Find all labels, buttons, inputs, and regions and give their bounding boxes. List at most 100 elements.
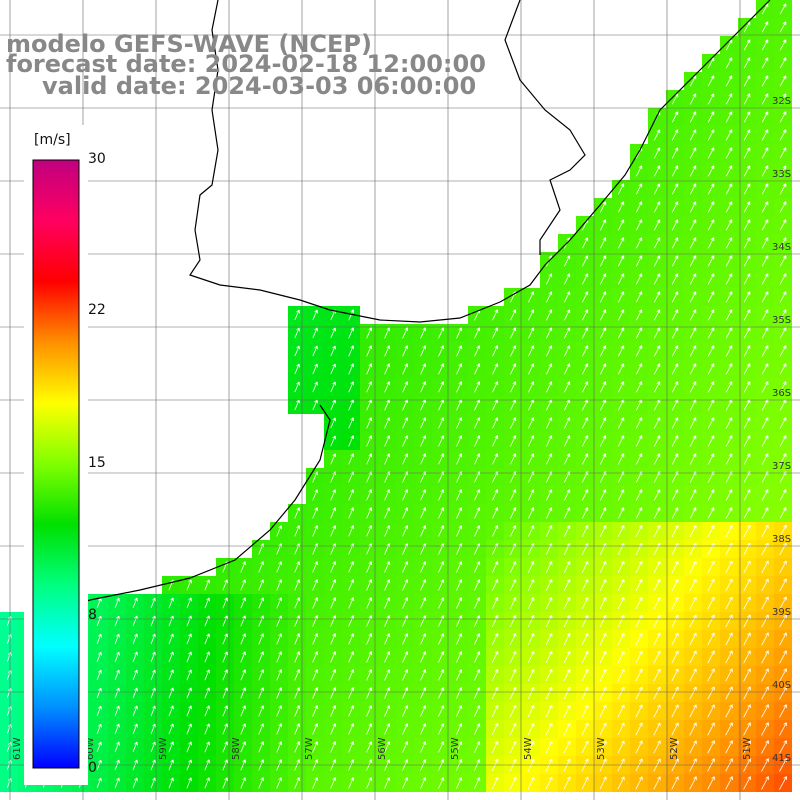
wind-arrow (599, 435, 607, 447)
wind-arrow (527, 596, 535, 609)
wind-arrow (438, 687, 445, 699)
colorbar-tick: 22 (88, 302, 106, 318)
wind-arrow (474, 741, 481, 753)
wind-arrow (366, 507, 373, 519)
wind-arrow (204, 777, 210, 789)
wind-arrow (617, 524, 625, 537)
wind-arrow (689, 327, 697, 339)
wind-arrow (438, 327, 445, 339)
wind-arrow (725, 327, 733, 339)
wind-arrow (689, 93, 697, 105)
wind-arrow (707, 345, 715, 357)
wind-arrow (456, 705, 463, 717)
wind-arrow (743, 578, 751, 592)
wind-arrow (384, 741, 391, 753)
wind-arrow (492, 525, 499, 537)
wind-arrow (581, 704, 589, 718)
wind-arrow (456, 327, 463, 339)
wind-arrow (294, 345, 300, 357)
wind-arrow (689, 381, 697, 393)
wind-arrow (348, 345, 355, 357)
wind-arrow (779, 183, 787, 195)
wind-arrow (545, 543, 553, 555)
wind-arrow (492, 471, 499, 483)
wind-arrow (384, 489, 391, 501)
wind-arrow (527, 525, 535, 537)
wind-arrow (456, 363, 463, 375)
wind-arrow (617, 507, 625, 519)
wind-arrow (240, 705, 246, 717)
wind-arrow (725, 201, 733, 213)
wind-arrow (546, 327, 553, 339)
colorbar-tick: 30 (88, 151, 106, 167)
wind-arrow (671, 183, 679, 195)
wind-arrow (725, 417, 733, 429)
wind-arrow (366, 777, 373, 789)
wind-arrow (743, 201, 751, 213)
wind-arrow (581, 453, 589, 465)
wind-arrow (779, 650, 787, 664)
wind-arrow (330, 669, 337, 681)
wind-arrow (402, 471, 409, 483)
wind-arrow (635, 381, 643, 393)
wind-arrow (617, 632, 625, 646)
wind-arrow (581, 596, 589, 609)
wind-arrow (276, 651, 283, 663)
wind-arrow (509, 579, 517, 591)
wind-arrow (456, 633, 463, 645)
wind-arrow (492, 507, 499, 519)
longitude-label: 54W (523, 737, 534, 760)
colorbar-tick: 15 (88, 455, 106, 471)
wind-arrow (294, 615, 301, 627)
wind-arrow (348, 633, 355, 645)
wind-arrow (509, 776, 517, 790)
wind-arrow (384, 669, 391, 681)
wind-arrow (474, 777, 481, 789)
wind-arrow (258, 597, 264, 609)
wind-arrow (617, 255, 625, 267)
wind-arrow (96, 741, 102, 753)
wind-arrow (635, 722, 643, 736)
wind-arrow (689, 147, 697, 159)
wind-arrow (761, 524, 769, 538)
wind-arrow (438, 417, 445, 429)
wind-arrow (707, 147, 715, 159)
wind-arrow (294, 723, 301, 735)
wind-arrow (546, 309, 553, 321)
longitude-label: 55W (450, 737, 461, 760)
wind-arrow (671, 650, 679, 664)
wind-arrow (707, 417, 715, 429)
wind-arrow (330, 687, 337, 699)
wind-arrow (456, 453, 463, 465)
wind-arrow (599, 309, 607, 321)
wind-arrow (725, 93, 733, 105)
wind-arrow (653, 489, 661, 501)
wind-arrow (599, 614, 607, 628)
wind-arrow (348, 579, 355, 591)
colorbar-tick: 0 (88, 760, 97, 776)
wind-arrow (168, 633, 174, 645)
wind-arrow (510, 471, 517, 483)
wind-arrow (617, 201, 625, 213)
wind-arrow (563, 560, 571, 573)
wind-arrow (564, 309, 571, 321)
wind-arrow (276, 777, 283, 789)
wind-arrow (635, 776, 643, 790)
wind-arrow (743, 57, 751, 69)
wind-arrow (779, 345, 787, 357)
wind-arrow (258, 579, 264, 591)
wind-arrow (384, 687, 391, 699)
wind-arrow (581, 327, 589, 339)
wind-arrow (635, 524, 643, 537)
wind-arrow (707, 686, 715, 700)
wind-arrow (438, 579, 445, 591)
wind-arrow (545, 722, 553, 736)
wind-arrow (671, 524, 679, 538)
wind-arrow (617, 453, 625, 465)
wind-arrow (779, 686, 787, 700)
wind-arrow (779, 201, 787, 213)
wind-arrow (599, 722, 607, 736)
wind-arrow (725, 686, 733, 700)
wind-arrow (348, 381, 355, 393)
wind-arrow (707, 435, 715, 447)
